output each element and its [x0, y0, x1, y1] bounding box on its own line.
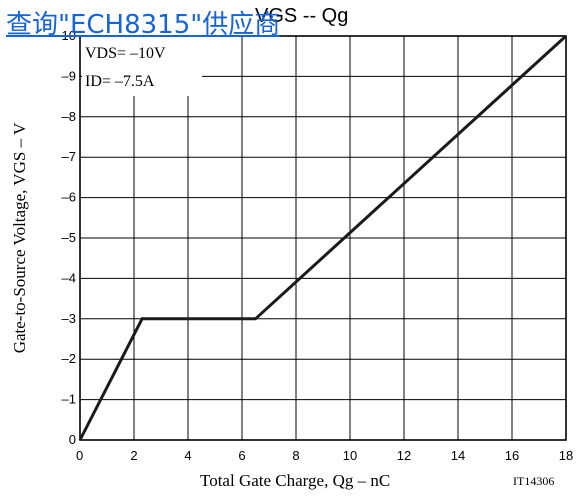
x-tick-label: 12 — [397, 448, 411, 463]
x-tick-label: 14 — [451, 448, 465, 463]
x-tick-label: 18 — [559, 448, 573, 463]
y-tick-label: –8 — [62, 109, 76, 124]
y-tick-label: –7 — [62, 149, 76, 164]
y-tick-label: –4 — [62, 270, 76, 285]
y-tick-label: –10 — [54, 28, 76, 43]
x-tick-label: 0 — [76, 448, 83, 463]
y-tick-label: –6 — [62, 190, 76, 205]
chart-title: VGS -- Qg — [255, 5, 348, 27]
y-axis-tick-labels: 0 –1 –2 –3 –4 –5 –6 –7 –8 –9 –10 — [54, 28, 76, 447]
y-tick-label: 0 — [69, 432, 76, 447]
x-tick-label: 10 — [343, 448, 357, 463]
y-tick-label: –1 — [62, 392, 76, 407]
plot-area-frame — [79, 35, 567, 441]
x-axis-tick-labels: 0 2 4 6 8 10 12 14 16 18 — [76, 448, 573, 463]
x-tick-label: 6 — [238, 448, 245, 463]
supplier-query-link[interactable]: 查询"ECH8315"供应商 — [6, 10, 281, 40]
y-tick-label: –3 — [62, 311, 76, 326]
conditions-box — [82, 36, 202, 96]
x-tick-label: 2 — [130, 448, 137, 463]
x-tick-label: 16 — [505, 448, 519, 463]
condition-vds: VDS= –10V — [85, 45, 166, 62]
y-axis-label: Gate-to-Source Voltage, VGS – V — [10, 122, 29, 353]
y-tick-label: –9 — [62, 68, 76, 83]
y-tick-label: –5 — [62, 230, 76, 245]
x-tick-label: 4 — [184, 448, 191, 463]
figure-code: IT14306 — [513, 474, 554, 488]
series-line — [78, 34, 568, 441]
x-tick-label: 8 — [292, 448, 299, 463]
grid-lines — [79, 35, 567, 441]
y-tick-label: –2 — [62, 351, 76, 366]
x-axis-label: Total Gate Charge, Qg – nC — [200, 471, 390, 490]
condition-id: ID= –7.5A — [85, 73, 155, 90]
